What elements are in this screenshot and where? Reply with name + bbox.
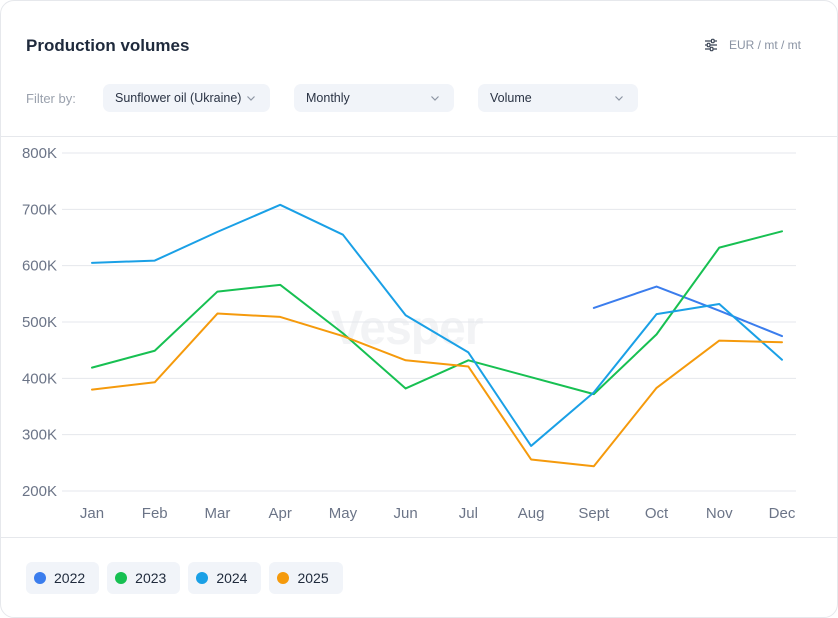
- line-chart: 200K 300K 400K 500K 600K 700K 800K Jan Feb Mar Apr…: [22, 145, 796, 522]
- y-tick-label: 600K: [22, 258, 57, 275]
- commodity-select-value: Sunflower oil (Ukraine): [115, 91, 242, 105]
- x-tick-label: Jan: [80, 505, 104, 522]
- x-tick-label: Oct: [645, 505, 669, 522]
- legend-dot-icon: [34, 572, 46, 584]
- legend-label: 2024: [216, 570, 248, 586]
- legend-label: 2025: [297, 570, 329, 586]
- legend-label: 2023: [135, 570, 167, 586]
- legend-dot-icon: [196, 572, 209, 584]
- x-tick-label: Sept: [578, 505, 610, 522]
- y-tick-label: 400K: [22, 370, 57, 387]
- x-tick-label: Apr: [269, 505, 292, 522]
- chevron-down-icon: [615, 96, 623, 101]
- metric-select-value: Volume: [490, 91, 532, 105]
- series-line-2025: [91, 312, 783, 468]
- series-line-2023: [91, 230, 783, 396]
- legend-item-2024[interactable]: 2024: [188, 562, 262, 594]
- frequency-select-value: Monthly: [306, 91, 350, 105]
- legend-dot-icon: [115, 572, 128, 584]
- x-tick-label: May: [329, 505, 358, 522]
- x-tick-label: Jun: [394, 505, 418, 522]
- x-tick-label: Jul: [459, 505, 478, 522]
- legend-dot-icon: [277, 572, 290, 584]
- header-divider: [1, 136, 837, 137]
- y-tick-label: 200K: [22, 483, 57, 500]
- chevron-down-icon: [431, 96, 439, 101]
- y-tick-label: 500K: [22, 314, 57, 331]
- y-tick-label: 800K: [22, 145, 57, 162]
- card-title: Production volumes: [26, 36, 190, 55]
- units-toggle[interactable]: EUR / mt / mt: [704, 38, 801, 52]
- metric-select[interactable]: Volume: [478, 84, 638, 112]
- legend-item-2025[interactable]: 2025: [269, 562, 343, 594]
- y-tick-label: 300K: [22, 427, 57, 444]
- x-tick-label: Feb: [142, 505, 168, 522]
- y-tick-label: 700K: [22, 201, 57, 218]
- x-tick-label: Nov: [706, 505, 733, 522]
- commodity-select[interactable]: Sunflower oil (Ukraine): [103, 84, 270, 112]
- legend-item-2023[interactable]: 2023: [107, 562, 181, 594]
- x-tick-label: Dec: [769, 505, 796, 522]
- legend: 2022 2023 2024 2025: [26, 562, 343, 594]
- sliders-icon: [705, 38, 717, 52]
- x-tick-label: Mar: [205, 505, 231, 522]
- chevron-down-icon: [247, 96, 255, 101]
- legend-divider: [1, 537, 837, 538]
- filter-label: Filter by:: [26, 91, 76, 106]
- legend-label: 2022: [54, 570, 86, 586]
- x-tick-label: Aug: [518, 505, 545, 522]
- legend-item-2022[interactable]: 2022: [26, 562, 100, 594]
- series-line-2022: [592, 285, 783, 338]
- units-label: EUR / mt / mt: [729, 38, 801, 52]
- frequency-select[interactable]: Monthly: [294, 84, 454, 112]
- series-line-2024: [91, 203, 783, 447]
